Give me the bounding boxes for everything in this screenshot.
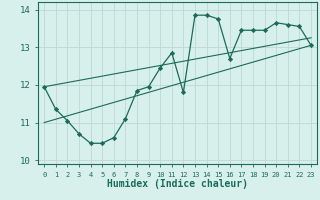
X-axis label: Humidex (Indice chaleur): Humidex (Indice chaleur) (107, 179, 248, 189)
